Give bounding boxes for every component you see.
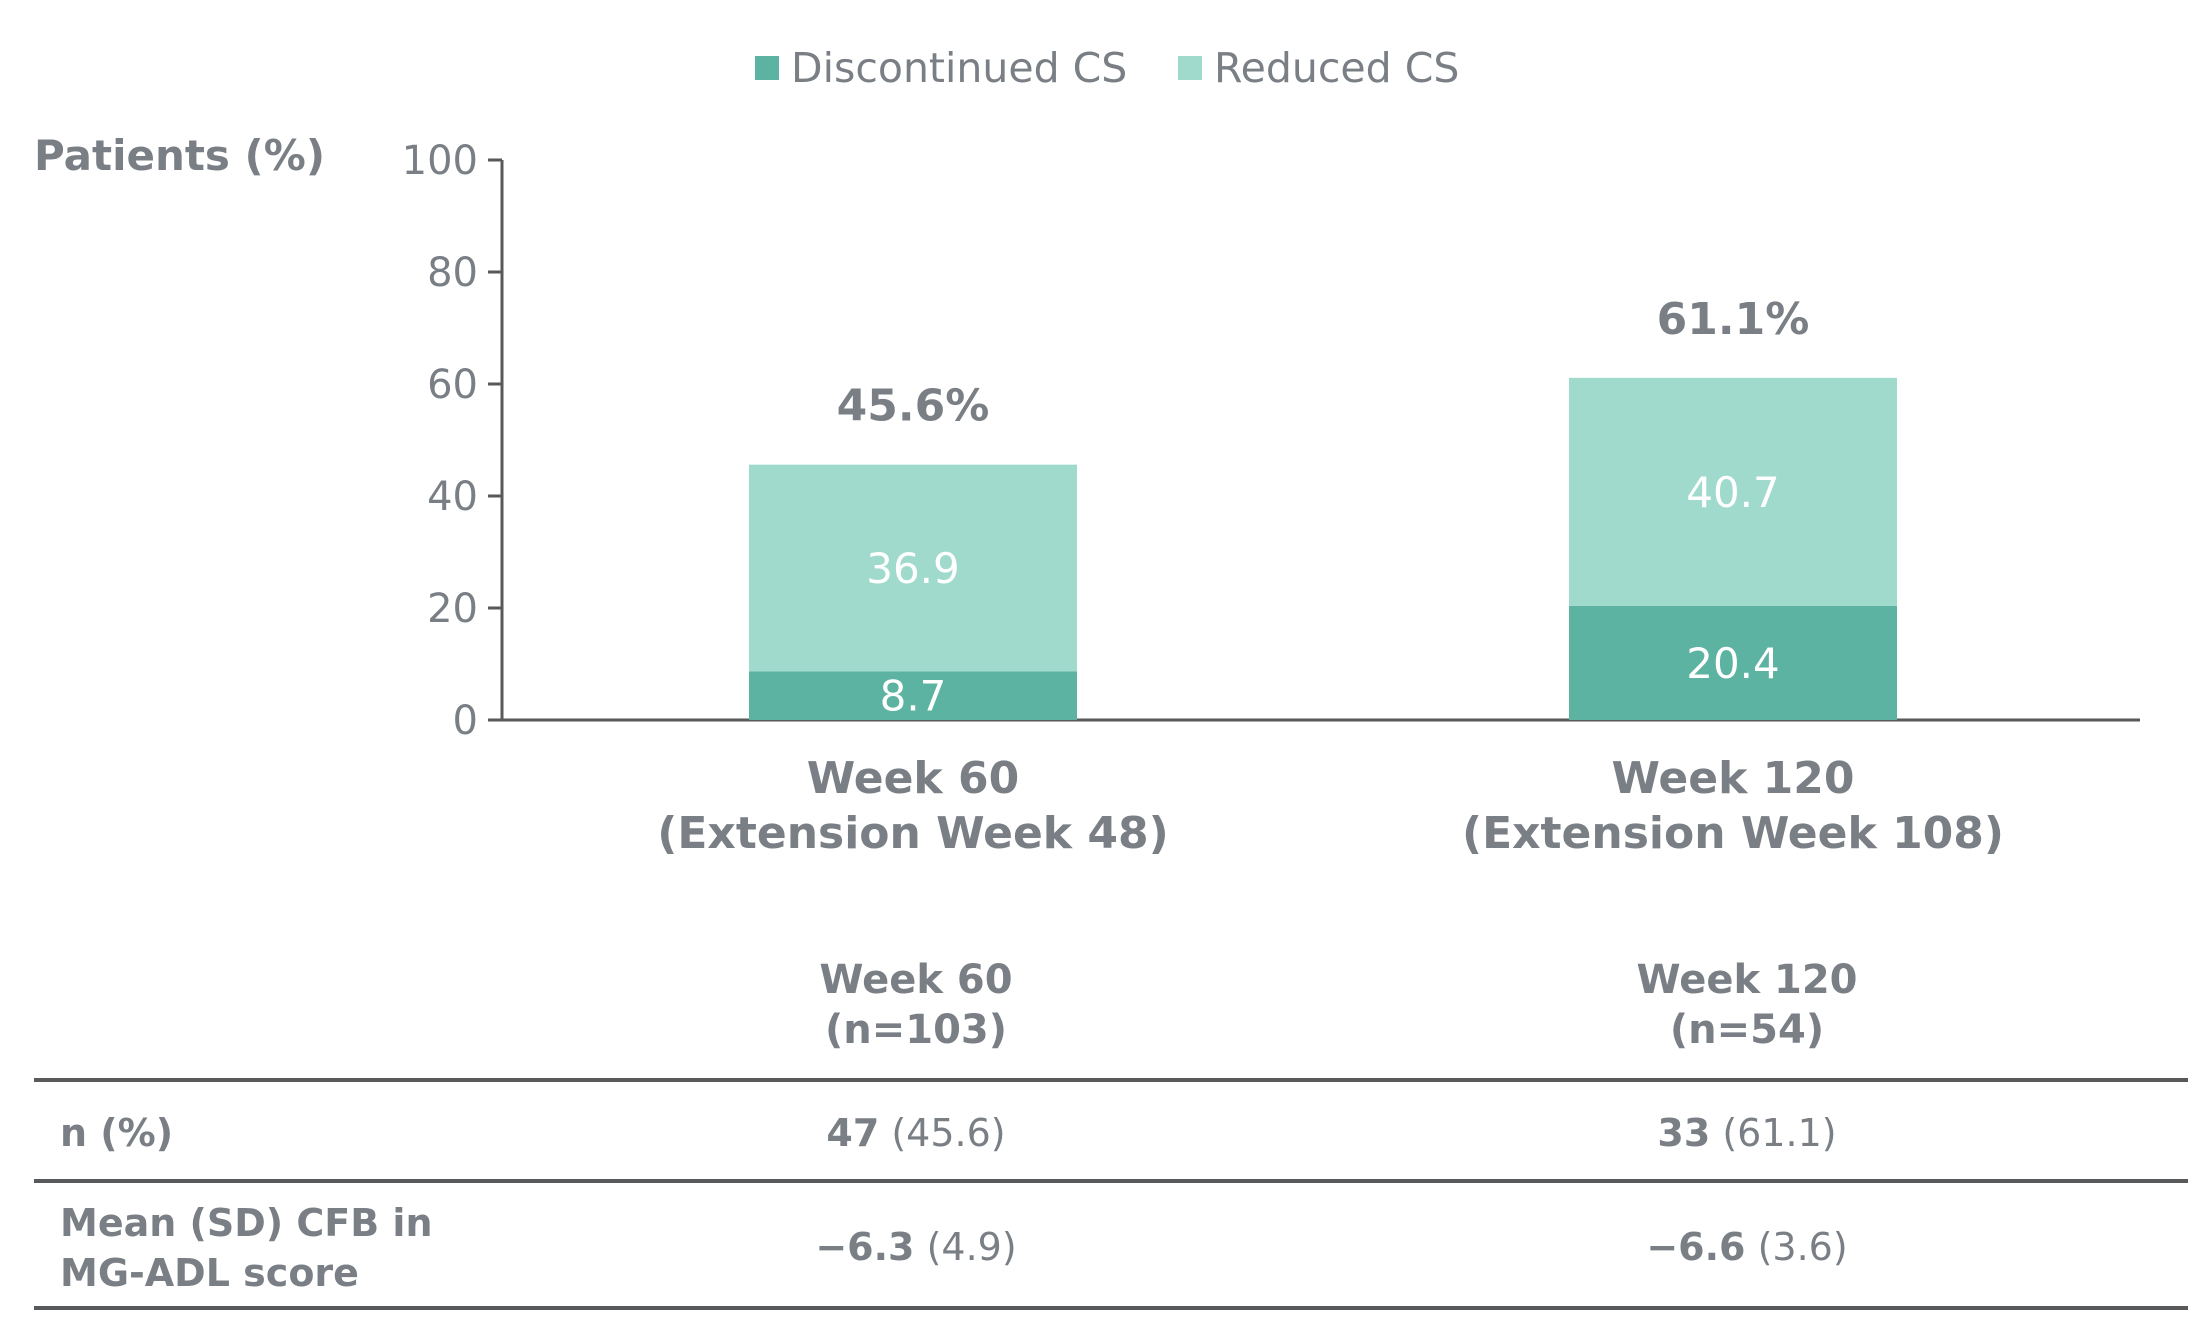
bar-value-label: 8.7 bbox=[880, 672, 947, 721]
x-category-label: (Extension Week 108) bbox=[1462, 808, 2004, 859]
cell-value-rest: (3.6) bbox=[1757, 1225, 1848, 1269]
row-label-line: n (%) bbox=[60, 1111, 174, 1155]
legend-label: Discontinued CS bbox=[791, 44, 1127, 92]
x-category-labels: Week 60(Extension Week 48) Week 120(Exten… bbox=[657, 753, 2004, 859]
cell-value-bold: 33 bbox=[1657, 1111, 1711, 1155]
bar-value-label: 40.7 bbox=[1686, 468, 1780, 517]
y-tick-label: 20 bbox=[427, 586, 478, 632]
legend: Discontinued CS Reduced CS bbox=[755, 44, 1459, 92]
y-tick-label: 60 bbox=[427, 362, 478, 408]
bars bbox=[749, 377, 1897, 720]
x-category-label: Week 60 bbox=[807, 753, 1019, 804]
table-cell: −6.3 (4.9) bbox=[666, 1222, 1166, 1272]
y-tick-label: 80 bbox=[427, 250, 478, 296]
col-header-title: Week 120 bbox=[1636, 957, 1858, 1003]
x-category-label: Week 120 bbox=[1611, 753, 1854, 804]
table-cell: 47 (45.6) bbox=[666, 1108, 1166, 1158]
stacked-bar-chart: Discontinued CS Reduced CS Patients (%) 0… bbox=[34, 44, 2140, 859]
cell-value-rest: (61.1) bbox=[1722, 1111, 1837, 1155]
y-tick-label: 100 bbox=[402, 138, 478, 184]
cell-value-rest: (45.6) bbox=[891, 1111, 1006, 1155]
table-rule-top bbox=[34, 1078, 2188, 1082]
bar-segment bbox=[1569, 605, 1897, 720]
table-rule-bottom bbox=[34, 1306, 2188, 1310]
row-label-line: Mean (SD) CFB in bbox=[60, 1201, 433, 1245]
table-cell: −6.6 (3.6) bbox=[1497, 1222, 1997, 1272]
col-header-n: (n=54) bbox=[1669, 1007, 1825, 1053]
col-header-title: Week 60 bbox=[819, 957, 1013, 1003]
bar-segment bbox=[1569, 377, 1897, 606]
y-tick-label: 40 bbox=[427, 474, 478, 520]
col-header-n: (n=103) bbox=[824, 1007, 1008, 1053]
table-header: Week 60 (n=103) Week 120 (n=54) bbox=[34, 955, 2188, 1080]
y-tick-label: 0 bbox=[453, 698, 478, 744]
legend-swatch bbox=[755, 56, 779, 80]
bar-value-label: 36.9 bbox=[866, 544, 960, 593]
bar-segment bbox=[749, 671, 1077, 720]
table-col-header-week120: Week 120 (n=54) bbox=[1497, 955, 1997, 1055]
table-rule-middle bbox=[34, 1179, 2188, 1183]
row-label: Mean (SD) CFB in MG-ADL score bbox=[60, 1198, 433, 1298]
table-row: n (%) 47 (45.6) 33 (61.1) bbox=[34, 1090, 2188, 1180]
cell-value-rest: (4.9) bbox=[926, 1225, 1017, 1269]
table-row: Mean (SD) CFB in MG-ADL score −6.3 (4.9)… bbox=[34, 1190, 2188, 1310]
row-label-line: MG-ADL score bbox=[60, 1251, 359, 1295]
cell-value-bold: −6.3 bbox=[815, 1225, 915, 1269]
bar-total-label: 61.1% bbox=[1657, 294, 1810, 345]
bar-total-label: 45.6% bbox=[837, 381, 990, 432]
x-category-label: (Extension Week 48) bbox=[657, 808, 1168, 859]
table-cell: 33 (61.1) bbox=[1497, 1108, 1997, 1158]
bar-value-label: 20.4 bbox=[1686, 639, 1780, 688]
legend-swatch bbox=[1178, 56, 1202, 80]
y-axis-title: Patients (%) bbox=[34, 131, 325, 180]
bar-segment bbox=[749, 464, 1077, 672]
cell-value-bold: 47 bbox=[826, 1111, 880, 1155]
legend-label: Reduced CS bbox=[1214, 44, 1459, 92]
table-col-header-week60: Week 60 (n=103) bbox=[666, 955, 1166, 1055]
data-labels: 8.7 36.9 45.6% 20.4 40.7 61.1% bbox=[837, 294, 1810, 721]
row-label: n (%) bbox=[60, 1108, 173, 1158]
cell-value-bold: −6.6 bbox=[1646, 1225, 1746, 1269]
